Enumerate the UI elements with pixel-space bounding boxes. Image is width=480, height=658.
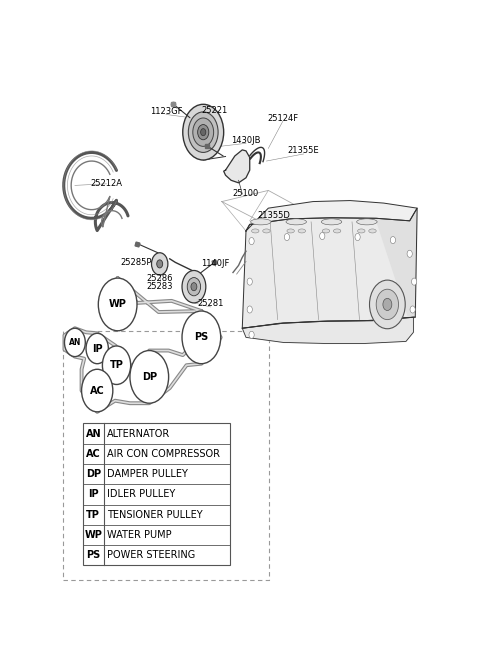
Text: 25212A: 25212A (91, 180, 122, 188)
Text: WATER PUMP: WATER PUMP (107, 530, 172, 540)
Circle shape (407, 250, 412, 257)
Ellipse shape (321, 219, 342, 225)
Circle shape (182, 311, 221, 364)
Text: 25283: 25283 (146, 282, 173, 291)
Circle shape (411, 278, 417, 285)
Text: DP: DP (86, 469, 101, 479)
Text: 1140JF: 1140JF (201, 259, 230, 268)
Circle shape (130, 351, 168, 403)
Ellipse shape (251, 219, 271, 225)
Circle shape (383, 298, 392, 311)
Ellipse shape (357, 219, 377, 225)
Text: PS: PS (194, 332, 208, 342)
Text: PS: PS (86, 550, 100, 560)
Text: 1430JB: 1430JB (231, 136, 261, 145)
Ellipse shape (369, 229, 376, 233)
Circle shape (201, 128, 206, 136)
Circle shape (157, 260, 163, 268)
Text: AIR CON COMPRESSOR: AIR CON COMPRESSOR (107, 449, 220, 459)
Text: DP: DP (142, 372, 157, 382)
Text: 1123GF: 1123GF (150, 107, 182, 116)
Text: 25124F: 25124F (268, 114, 299, 123)
Ellipse shape (358, 229, 365, 233)
Circle shape (247, 278, 252, 285)
Text: 25285P: 25285P (120, 259, 152, 267)
Polygon shape (376, 208, 417, 320)
Text: AC: AC (86, 449, 101, 459)
Ellipse shape (334, 229, 341, 233)
Bar (83, 424, 230, 565)
Circle shape (191, 283, 197, 291)
Circle shape (188, 112, 218, 153)
Text: TP: TP (109, 360, 123, 370)
Ellipse shape (263, 229, 270, 233)
Text: WP: WP (84, 530, 102, 540)
Circle shape (320, 232, 325, 240)
Circle shape (182, 270, 206, 303)
Circle shape (193, 118, 214, 146)
Circle shape (370, 280, 405, 329)
Polygon shape (242, 208, 417, 328)
Circle shape (183, 104, 224, 160)
Polygon shape (224, 150, 250, 183)
Text: TENSIONER PULLEY: TENSIONER PULLEY (107, 510, 203, 520)
Circle shape (86, 334, 108, 364)
Text: DAMPER PULLEY: DAMPER PULLEY (107, 469, 188, 479)
Circle shape (82, 369, 113, 412)
Text: 21355D: 21355D (257, 211, 290, 220)
Circle shape (198, 124, 209, 139)
Text: AN: AN (69, 338, 81, 347)
Polygon shape (242, 317, 413, 343)
Circle shape (187, 278, 201, 296)
Circle shape (390, 236, 396, 243)
Text: IP: IP (88, 490, 98, 499)
Circle shape (376, 290, 398, 320)
Text: TP: TP (86, 510, 100, 520)
Circle shape (410, 306, 415, 313)
Circle shape (249, 238, 254, 245)
Text: POWER STEERING: POWER STEERING (107, 550, 195, 560)
Circle shape (355, 234, 360, 241)
Text: ALTERNATOR: ALTERNATOR (107, 428, 170, 439)
Text: 25281: 25281 (197, 299, 224, 309)
Circle shape (284, 234, 289, 241)
Ellipse shape (298, 229, 306, 233)
Ellipse shape (287, 229, 294, 233)
Circle shape (249, 331, 254, 338)
Circle shape (152, 253, 168, 275)
Circle shape (98, 278, 137, 331)
Text: 21355E: 21355E (288, 147, 320, 155)
Circle shape (64, 328, 85, 357)
Text: 25100: 25100 (233, 190, 259, 199)
Circle shape (102, 346, 131, 384)
Ellipse shape (286, 219, 306, 225)
Text: AC: AC (90, 386, 105, 395)
Polygon shape (246, 201, 417, 231)
Text: 25286: 25286 (146, 274, 173, 283)
Text: IP: IP (92, 343, 103, 353)
Text: IDLER PULLEY: IDLER PULLEY (107, 490, 176, 499)
Ellipse shape (322, 229, 330, 233)
Text: 25221: 25221 (201, 106, 228, 115)
Text: WP: WP (109, 299, 127, 309)
FancyBboxPatch shape (63, 331, 269, 580)
Circle shape (247, 306, 252, 313)
Text: AN: AN (85, 428, 101, 439)
Ellipse shape (252, 229, 259, 233)
